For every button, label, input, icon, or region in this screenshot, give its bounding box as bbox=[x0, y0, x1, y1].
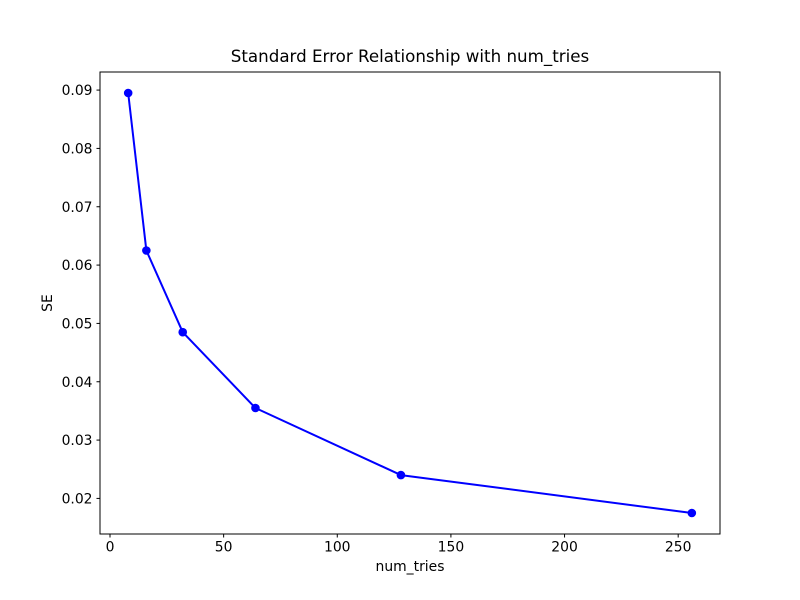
data-point-marker bbox=[178, 327, 188, 337]
y-tick-label: 0.09 bbox=[62, 83, 93, 99]
y-tick-label: 0.03 bbox=[62, 433, 93, 449]
axes-border bbox=[99, 71, 721, 535]
data-point-marker bbox=[396, 470, 406, 480]
series-layer bbox=[123, 88, 697, 518]
ticks-layer: 0 50 100 150 200 250 0.02 0.03 0.04 0.05 0.06 0.07 0… bbox=[62, 83, 692, 555]
y-tick-label: 0.07 bbox=[62, 200, 93, 216]
data-point-marker bbox=[142, 246, 151, 255]
x-tick-label: 150 bbox=[438, 540, 465, 556]
data-point-marker bbox=[687, 508, 697, 518]
y-tick-label: 0.02 bbox=[62, 491, 93, 507]
x-tick-label: 100 bbox=[324, 540, 351, 556]
x-axis-label: num_tries bbox=[376, 559, 445, 575]
data-point-marker bbox=[123, 88, 133, 98]
data-point-marker bbox=[251, 403, 260, 413]
y-tick-label: 0.08 bbox=[62, 141, 93, 157]
y-tick-label: 0.06 bbox=[62, 258, 93, 274]
chart-title: Standard Error Relationship with num_tri… bbox=[231, 46, 589, 67]
x-tick-label: 50 bbox=[215, 540, 233, 556]
x-tick-label: 200 bbox=[551, 540, 578, 556]
se-line bbox=[127, 92, 692, 514]
x-tick-label: 250 bbox=[665, 540, 692, 556]
y-tick-label: 0.04 bbox=[62, 375, 93, 391]
y-axis-label: SE bbox=[40, 294, 56, 312]
y-tick-label: 0.05 bbox=[62, 316, 93, 332]
x-tick-label: 0 bbox=[106, 540, 115, 556]
